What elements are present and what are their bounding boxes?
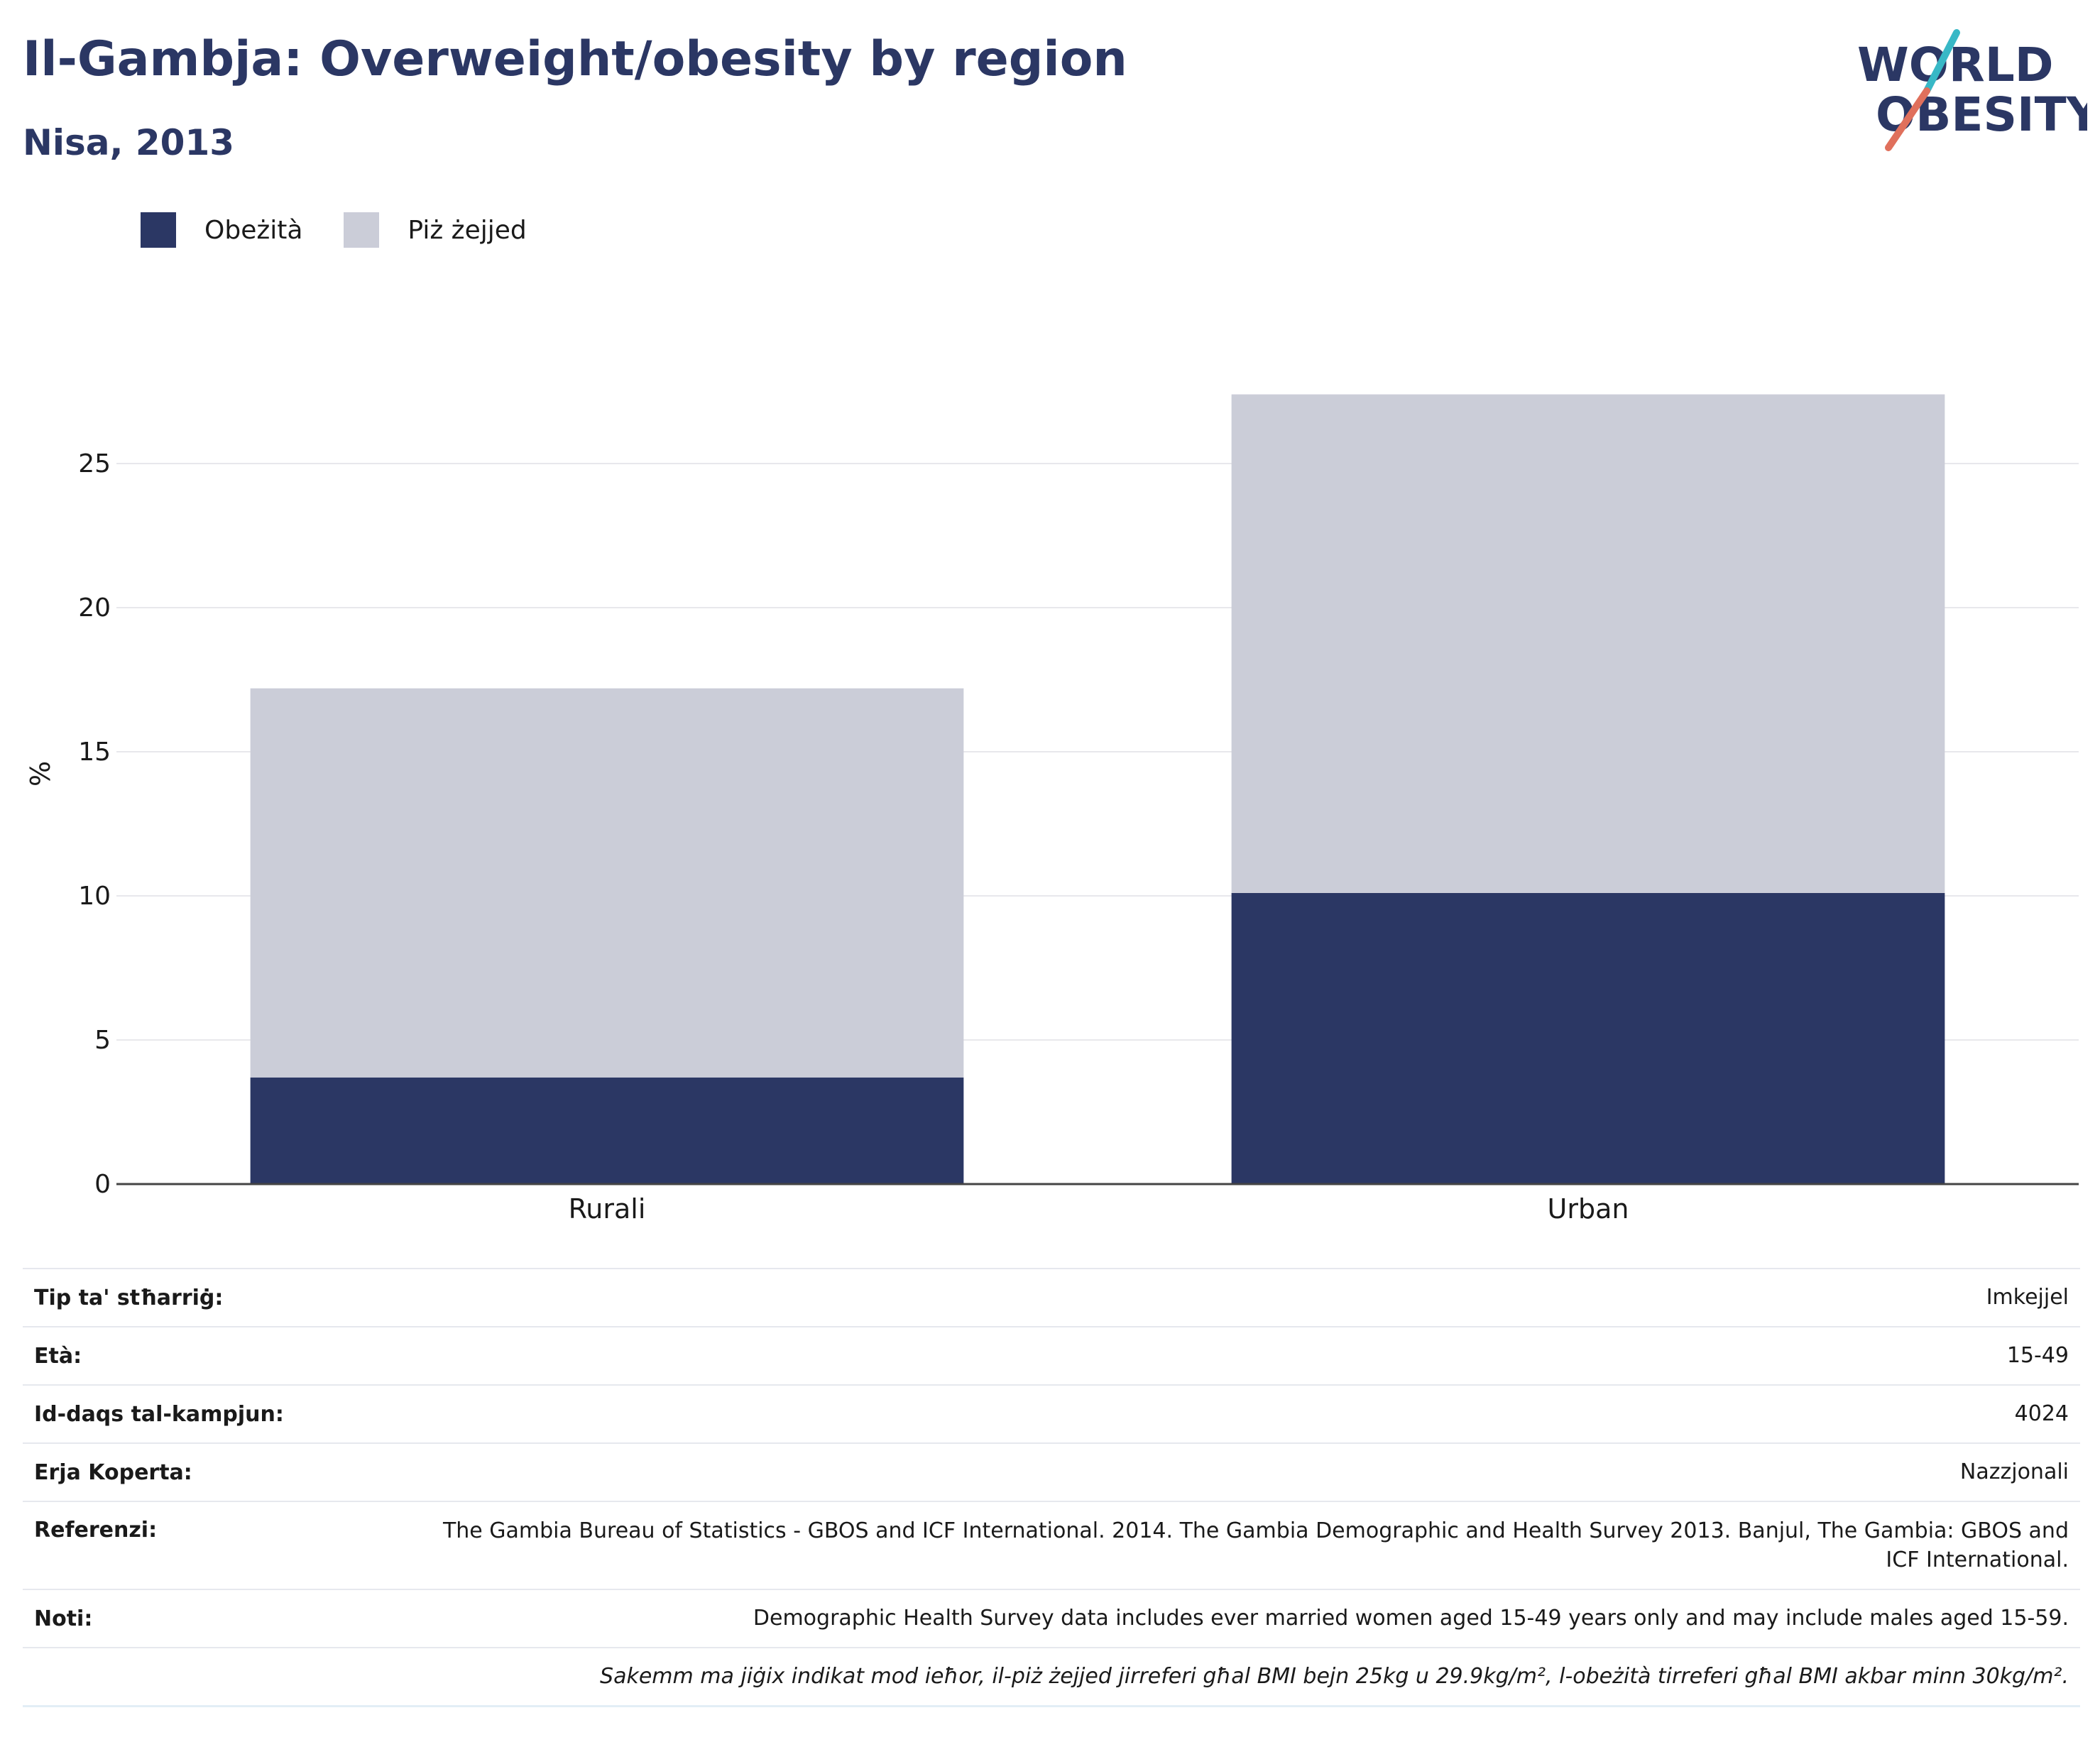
info-value-area-covered: Nazzjonali xyxy=(415,1442,2080,1501)
y-tick-label-10: 10 xyxy=(78,882,111,911)
legend: Obeżità Piż żejjed xyxy=(141,210,568,250)
info-value-definition: Sakemm ma jiġix indikat mod ieħor, il-pi… xyxy=(415,1647,2080,1707)
info-row-area-covered: Erja Koperta: Nazzjonali xyxy=(23,1442,2080,1501)
chart-subtitle: Nisa, 2013 xyxy=(23,122,235,163)
info-label-definition xyxy=(23,1647,415,1707)
logo-line1: WORLD xyxy=(1857,38,2054,92)
logo-slash-coral xyxy=(1885,87,1930,151)
info-label-notes: Noti: xyxy=(23,1589,415,1648)
info-row-definition: Sakemm ma jiġix indikat mod ieħor, il-pi… xyxy=(23,1647,2080,1707)
info-value-survey-type: Imkejjel xyxy=(415,1268,2080,1327)
legend-item-overweight[interactable]: Piż żejjed xyxy=(344,212,527,248)
info-label-age: Età: xyxy=(23,1326,415,1385)
info-value-sample-size: 4024 xyxy=(415,1384,2080,1443)
world-obesity-logo: WORLD OBESITY xyxy=(1857,29,2087,151)
y-tick-label-15: 15 xyxy=(78,738,111,767)
info-label-survey-type: Tip ta' stħarriġ: xyxy=(23,1268,415,1327)
legend-item-obesity[interactable]: Obeżità xyxy=(141,212,302,248)
info-label-sample-size: Id-daqs tal-kampjun: xyxy=(23,1384,415,1443)
legend-swatch-obesity xyxy=(141,212,176,248)
bar-urban-obesity xyxy=(1231,892,1945,1184)
y-tick-label-25: 25 xyxy=(78,449,111,478)
info-value-references: The Gambia Bureau of Statistics - GBOS a… xyxy=(415,1501,2080,1589)
y-axis-label: % xyxy=(25,761,56,787)
info-row-references: Referenzi: The Gambia Bureau of Statisti… xyxy=(23,1501,2080,1589)
info-label-references: Referenzi: xyxy=(23,1501,415,1589)
bar-urban-overweight xyxy=(1231,394,1945,893)
bar-rurali-obesity xyxy=(250,1077,964,1184)
info-row-notes: Noti: Demographic Health Survey data inc… xyxy=(23,1589,2080,1648)
info-value-notes: Demographic Health Survey data includes … xyxy=(415,1589,2080,1648)
info-row-sample-size: Id-daqs tal-kampjun: 4024 xyxy=(23,1384,2080,1443)
bar-chart: 0 5 10 15 20 25% Rurali Urban xyxy=(25,394,2079,1225)
x-tick-label-rurali: Rurali xyxy=(569,1193,646,1225)
legend-swatch-overweight xyxy=(344,212,380,248)
y-tick-label-0: 0 xyxy=(94,1170,111,1199)
legend-label-overweight: Piż żejjed xyxy=(408,215,527,245)
legend-label-obesity: Obeżità xyxy=(204,215,303,245)
info-row-age: Età: 15-49 xyxy=(23,1326,2080,1385)
bar-rurali-overweight xyxy=(250,688,964,1078)
chart-title: Il-Gambja: Overweight/obesity by region xyxy=(23,31,1127,87)
info-value-age: 15-49 xyxy=(415,1326,2080,1385)
y-tick-label-20: 20 xyxy=(78,593,111,623)
y-tick-label-5: 5 xyxy=(94,1026,111,1055)
logo-slash-teal xyxy=(1923,29,1960,94)
survey-info-table: Tip ta' stħarriġ: Imkejjel Età: 15-49 Id… xyxy=(23,1268,2080,1707)
info-label-area-covered: Erja Koperta: xyxy=(23,1442,415,1501)
info-row-survey-type: Tip ta' stħarriġ: Imkejjel xyxy=(23,1268,2080,1327)
x-tick-label-urban: Urban xyxy=(1548,1193,1629,1225)
